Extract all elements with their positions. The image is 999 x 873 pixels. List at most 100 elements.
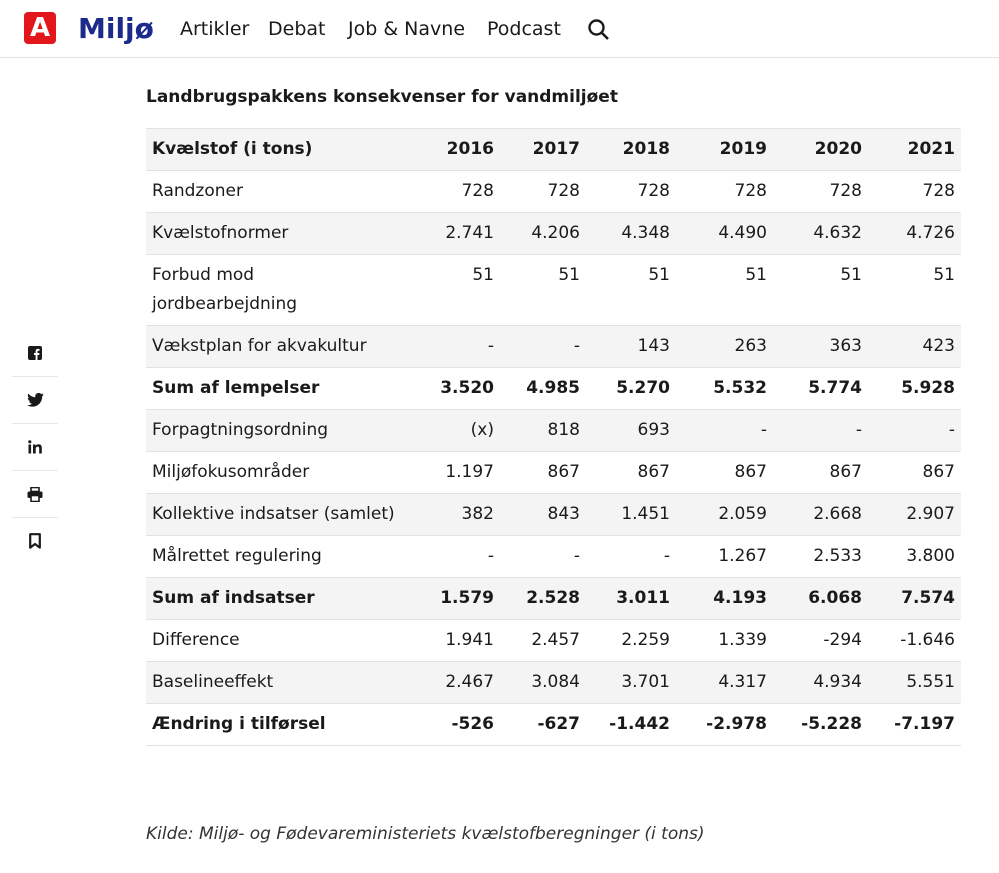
value-cell: 143 bbox=[586, 325, 676, 368]
value-cell: -294 bbox=[773, 619, 868, 662]
share-bar bbox=[12, 330, 58, 564]
value-cell: 5.928 bbox=[868, 367, 961, 410]
value-cell: 51 bbox=[416, 254, 500, 326]
source-note: Kilde: Miljø- og Fødevareministeriets kv… bbox=[146, 824, 705, 844]
value-cell: 2.741 bbox=[416, 212, 500, 255]
row-label: Sum af indsatser bbox=[146, 577, 416, 620]
value-cell: -1.442 bbox=[586, 703, 676, 746]
value-cell: -7.197 bbox=[868, 703, 961, 746]
header-cell: 2021 bbox=[868, 128, 961, 171]
value-cell: 3.084 bbox=[500, 661, 586, 704]
nav-link[interactable]: Job & Navne bbox=[348, 18, 466, 40]
value-cell: 51 bbox=[773, 254, 868, 326]
nav-link[interactable]: Debat bbox=[268, 18, 326, 40]
value-cell: 2.668 bbox=[773, 493, 868, 536]
value-cell: - bbox=[500, 535, 586, 578]
print[interactable] bbox=[12, 471, 58, 518]
brand[interactable]: Miljø bbox=[78, 12, 154, 45]
value-cell: 867 bbox=[676, 451, 773, 494]
value-cell: 5.551 bbox=[868, 661, 961, 704]
value-cell: - bbox=[416, 535, 500, 578]
share-facebook[interactable] bbox=[12, 330, 58, 377]
value-cell: 2.528 bbox=[500, 577, 586, 620]
value-cell: - bbox=[416, 325, 500, 368]
share-linkedin[interactable] bbox=[12, 424, 58, 471]
data-table: Kvælstof (i tons) 2016 2017 2018 2019 2020 202… bbox=[146, 128, 961, 746]
value-cell: 1.339 bbox=[676, 619, 773, 662]
value-cell: 728 bbox=[586, 170, 676, 213]
value-cell: 1.197 bbox=[416, 451, 500, 494]
value-cell: 382 bbox=[416, 493, 500, 536]
value-cell: 2.059 bbox=[676, 493, 773, 536]
table-row: Sum af indsatser 1.579 2.528 3.011 4.193 6.06… bbox=[146, 577, 961, 620]
table-row: Ændring i tilførsel -526 -627 -1.442 -2.978 -… bbox=[146, 703, 961, 746]
value-cell: - bbox=[586, 535, 676, 578]
row-label: Sum af lempelser bbox=[146, 367, 416, 410]
value-cell: 3.520 bbox=[416, 367, 500, 410]
value-cell: 4.490 bbox=[676, 212, 773, 255]
value-cell: 4.193 bbox=[676, 577, 773, 620]
value-cell: 1.941 bbox=[416, 619, 500, 662]
table-row: Kollektive indsatser (samlet) 382 843 1.451… bbox=[146, 493, 961, 536]
header-cell: 2019 bbox=[676, 128, 773, 171]
value-cell: - bbox=[773, 409, 868, 452]
share-twitter[interactable] bbox=[12, 377, 58, 424]
value-cell: -627 bbox=[500, 703, 586, 746]
header-row: Kvælstof (i tons) 2016 2017 2018 2019 2020 202… bbox=[146, 128, 961, 171]
value-cell: 7.574 bbox=[868, 577, 961, 620]
nav-link[interactable]: Artikler bbox=[180, 18, 250, 40]
row-label: Målrettet regulering bbox=[146, 535, 416, 578]
bookmark[interactable] bbox=[12, 518, 58, 564]
value-cell: 423 bbox=[868, 325, 961, 368]
value-cell: 4.985 bbox=[500, 367, 586, 410]
value-cell: 867 bbox=[868, 451, 961, 494]
table-row: Miljøfokusområder 1.197 867 867 867 867 867 bbox=[146, 451, 961, 494]
value-cell: -2.978 bbox=[676, 703, 773, 746]
value-cell: 4.206 bbox=[500, 212, 586, 255]
value-cell: 4.632 bbox=[773, 212, 868, 255]
value-cell: 263 bbox=[676, 325, 773, 368]
value-cell: 3.701 bbox=[586, 661, 676, 704]
value-cell: 4.726 bbox=[868, 212, 961, 255]
header-cell: 2017 bbox=[500, 128, 586, 171]
value-cell: -526 bbox=[416, 703, 500, 746]
value-cell: 728 bbox=[676, 170, 773, 213]
table-row: Målrettet regulering - - -1.267 2.533 3.800 bbox=[146, 535, 961, 578]
value-cell: 728 bbox=[868, 170, 961, 213]
value-cell: 1.267 bbox=[676, 535, 773, 578]
value-cell: 693 bbox=[586, 409, 676, 452]
search-icon[interactable] bbox=[587, 18, 611, 42]
value-cell: 3.011 bbox=[586, 577, 676, 620]
nav-link[interactable]: Podcast bbox=[487, 18, 561, 40]
row-label: Kollektive indsatser (samlet) bbox=[146, 493, 416, 536]
value-cell: 6.068 bbox=[773, 577, 868, 620]
row-label: Forbud mod jordbearbejdning bbox=[146, 254, 416, 326]
value-cell: 51 bbox=[868, 254, 961, 326]
value-cell: 818 bbox=[500, 409, 586, 452]
header-cell: 2018 bbox=[586, 128, 676, 171]
table-row: Vækstplan for akvakultur - -143 263 363 423 bbox=[146, 325, 961, 368]
value-cell: 728 bbox=[416, 170, 500, 213]
row-label: Randzoner bbox=[146, 170, 416, 213]
value-cell: 51 bbox=[500, 254, 586, 326]
table-row: Forpagtningsordning (x) 818 693- - - bbox=[146, 409, 961, 452]
value-cell: 5.774 bbox=[773, 367, 868, 410]
row-label: Baselineeffekt bbox=[146, 661, 416, 704]
table-row: Baselineeffekt 2.467 3.084 3.701 4.317 4.934 5… bbox=[146, 661, 961, 704]
value-cell: 2.457 bbox=[500, 619, 586, 662]
value-cell: 4.317 bbox=[676, 661, 773, 704]
row-label: Ændring i tilførsel bbox=[146, 703, 416, 746]
value-cell: -1.646 bbox=[868, 619, 961, 662]
value-cell: 2.907 bbox=[868, 493, 961, 536]
table-row: Kvælstofnormer 2.741 4.206 4.348 4.490 4.632 4… bbox=[146, 212, 961, 255]
value-cell: 867 bbox=[500, 451, 586, 494]
value-cell: 728 bbox=[500, 170, 586, 213]
value-cell: 363 bbox=[773, 325, 868, 368]
table-row: Randzoner 728 728 728 728 728 728 bbox=[146, 170, 961, 213]
value-cell: 867 bbox=[773, 451, 868, 494]
table-row: Sum af lempelser 3.520 4.985 5.270 5.532 5.77… bbox=[146, 367, 961, 410]
row-label: Difference bbox=[146, 619, 416, 662]
value-cell: 5.532 bbox=[676, 367, 773, 410]
logo[interactable]: A bbox=[24, 12, 56, 44]
